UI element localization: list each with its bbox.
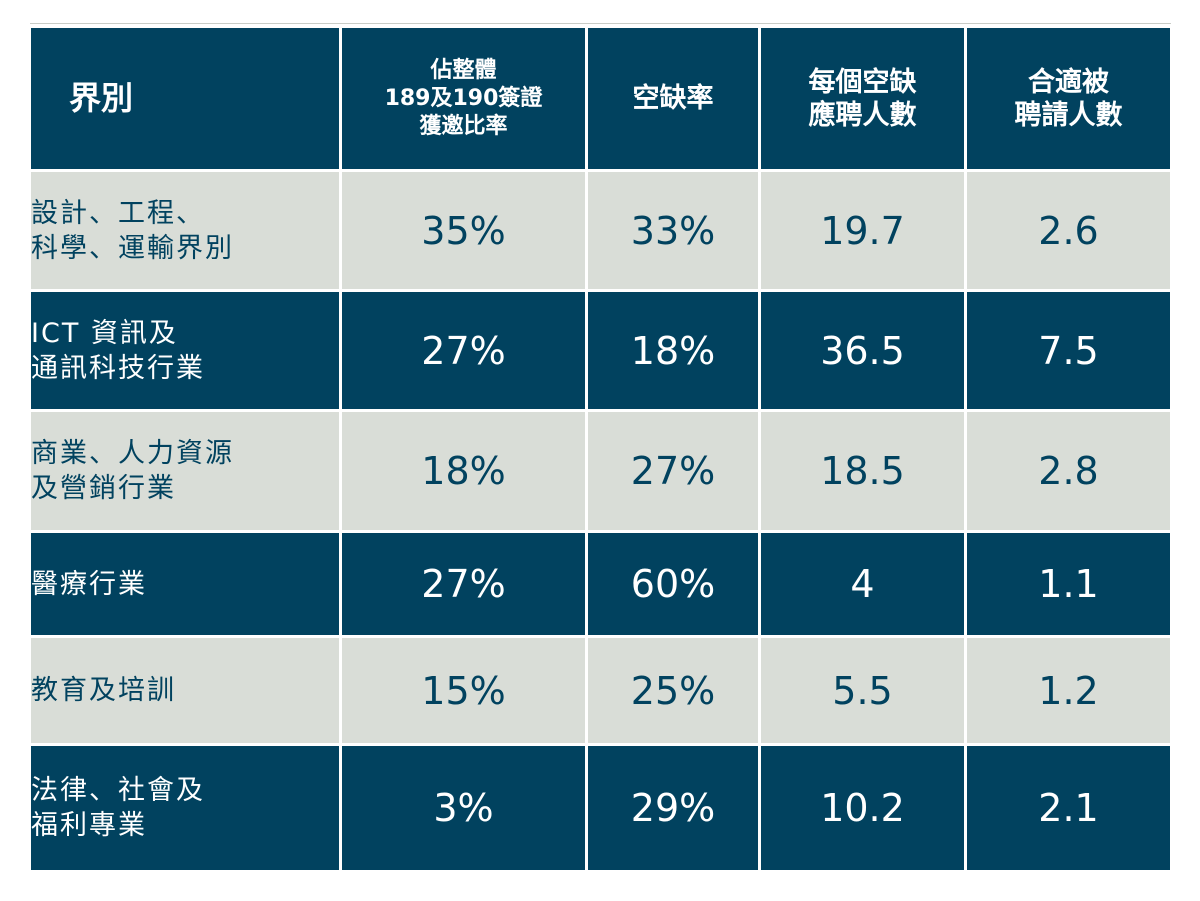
invite-share-cell: 18% xyxy=(342,412,585,530)
vacancy-rate-cell: 33% xyxy=(588,172,758,289)
header-applicants-per-vacancy: 每個空缺 應聘人數 xyxy=(761,28,964,169)
vacancy-rate-cell: 18% xyxy=(588,292,758,409)
header-vacancy-rate: 空缺率 xyxy=(588,28,758,169)
vacancy-rate-cell: 60% xyxy=(588,533,758,635)
applicants-per-vacancy-cell: 10.2 xyxy=(761,746,964,870)
suitable-hires-cell: 7.5 xyxy=(967,292,1170,409)
suitable-hires-cell: 2.6 xyxy=(967,172,1170,289)
applicants-per-vacancy-cell: 5.5 xyxy=(761,638,964,743)
vacancy-rate-cell: 29% xyxy=(588,746,758,870)
table-body: 設計、工程、 科學、運輸界別 35% 33% 19.7 2.6 ICT 資訊及 通訊科技行… xyxy=(31,172,1170,870)
header-row: 界別 佔整體 189及190簽證 獲邀比率 空缺率 每個空缺 應聘人數 合適被 … xyxy=(31,28,1170,169)
sector-cell: 醫療行業 xyxy=(31,533,339,635)
suitable-hires-cell: 1.2 xyxy=(967,638,1170,743)
table-row: 設計、工程、 科學、運輸界別 35% 33% 19.7 2.6 xyxy=(31,172,1170,289)
table-row: 商業、人力資源 及營銷行業 18% 27% 18.5 2.8 xyxy=(31,412,1170,530)
sector-cell: 教育及培訓 xyxy=(31,638,339,743)
invite-share-cell: 3% xyxy=(342,746,585,870)
applicants-per-vacancy-cell: 36.5 xyxy=(761,292,964,409)
applicants-per-vacancy-cell: 19.7 xyxy=(761,172,964,289)
invite-share-cell: 27% xyxy=(342,292,585,409)
table-row: 醫療行業 27% 60% 4 1.1 xyxy=(31,533,1170,635)
header-suitable-hires: 合適被 聘請人數 xyxy=(967,28,1170,169)
header-invite-share: 佔整體 189及190簽證 獲邀比率 xyxy=(342,28,585,169)
sector-cell: 設計、工程、 科學、運輸界別 xyxy=(31,172,339,289)
applicants-per-vacancy-cell: 4 xyxy=(761,533,964,635)
table-row: ICT 資訊及 通訊科技行業 27% 18% 36.5 7.5 xyxy=(31,292,1170,409)
suitable-hires-cell: 2.8 xyxy=(967,412,1170,530)
sector-cell: ICT 資訊及 通訊科技行業 xyxy=(31,292,339,409)
vacancy-rate-cell: 27% xyxy=(588,412,758,530)
sector-table: 界別 佔整體 189及190簽證 獲邀比率 空缺率 每個空缺 應聘人數 合適被 … xyxy=(28,25,1173,873)
invite-share-cell: 15% xyxy=(342,638,585,743)
suitable-hires-cell: 2.1 xyxy=(967,746,1170,870)
table-row: 教育及培訓 15% 25% 5.5 1.2 xyxy=(31,638,1170,743)
invite-share-cell: 35% xyxy=(342,172,585,289)
table-row: 法律、社會及 福利專業 3% 29% 10.2 2.1 xyxy=(31,746,1170,870)
sector-cell: 商業、人力資源 及營銷行業 xyxy=(31,412,339,530)
suitable-hires-cell: 1.1 xyxy=(967,533,1170,635)
top-rule xyxy=(30,23,1171,24)
sector-cell: 法律、社會及 福利專業 xyxy=(31,746,339,870)
header-sector: 界別 xyxy=(31,28,339,169)
invite-share-cell: 27% xyxy=(342,533,585,635)
applicants-per-vacancy-cell: 18.5 xyxy=(761,412,964,530)
vacancy-rate-cell: 25% xyxy=(588,638,758,743)
